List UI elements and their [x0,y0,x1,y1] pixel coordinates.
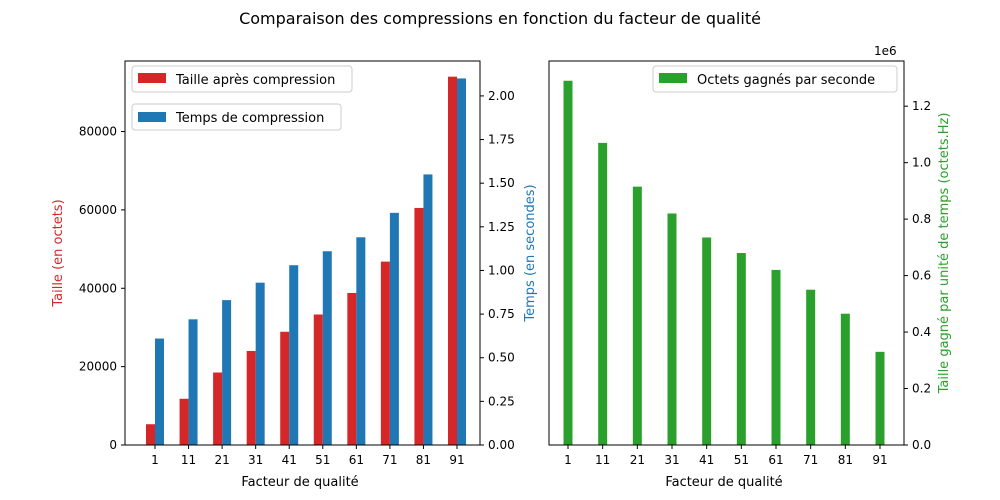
bar-size-31 [246,350,256,445]
bar-time-71 [389,212,399,445]
c2-legend: Octets gagnés par seconde [652,65,898,93]
bar-gain-31 [667,213,677,445]
c1-legend-time: Temps de compression [131,103,342,131]
c2-legend-label: Octets gagnés par seconde [697,73,875,88]
c2-xtick-label: 71 [803,453,818,467]
c2-ytick-right-label: 0.0 [912,438,931,452]
c1-ylabel-left: Taille (en octets) [51,199,66,307]
c2-xtick-label: 41 [699,453,714,467]
bar-time-81 [423,174,433,446]
c1-ytick-right-label: 0.00 [488,438,515,452]
c1-legend-time-swatch [138,112,166,122]
bar-size-51 [313,314,323,445]
c2-ylabel-right: Taille gagné par unité de temps (octets.… [937,113,952,395]
c2-ticks: 1 11 21 31 41 51 61 71 81 910.00.20.40.60.81.01.2 [564,99,931,467]
bar-size-11 [179,398,189,445]
bar-gain-71 [806,289,816,445]
bar-time-91 [457,78,466,446]
c1-xtick-label: 61 [349,453,364,467]
bar-size-41 [280,331,290,445]
c2-xtick-label: 1 [564,453,572,467]
bar-gain-91 [875,351,885,445]
bar-size-81 [414,207,424,445]
c1-legend-time-box [131,103,342,131]
bar-time-41 [289,265,299,445]
c1-ytick-right-label: 1.25 [488,220,515,234]
c2-xlabel: Facteur de qualité [665,475,782,490]
c1-ylabel-right: Temps (en secondes) [523,184,538,322]
c1-ytick-right-label: 1.50 [488,176,515,190]
bar-size-91 [448,76,457,446]
c1-xtick-label: 11 [181,453,196,467]
c2-legend-box [652,65,898,93]
c2-xtick-label: 11 [595,453,610,467]
bar-time-51 [322,251,332,445]
c1-frame [124,60,481,446]
bar-time-11 [188,319,198,445]
chart-bytes-per-second: 1 11 21 31 41 51 61 71 81 910.00.20.40.60.81.01.2… [548,44,952,490]
c2-xtick-label: 31 [664,453,679,467]
chart-size-time: 1 11 21 31 41 51 61 71 81 91020000400006000080000… [51,60,538,490]
c2-xtick-label: 51 [734,453,749,467]
c1-xtick-label: 91 [449,453,464,467]
c1-legend-size: Taille après compression [131,65,353,93]
bar-time-61 [356,237,366,445]
c1-xtick-label: 51 [315,453,330,467]
bar-gain-51 [736,253,746,445]
c1-ticks: 1 11 21 31 41 51 61 71 81 91020000400006000080000… [79,89,515,467]
figure-title: Comparaison des compressions en fonction… [239,9,761,28]
c1-xtick-label: 71 [382,453,397,467]
c1-xtick-label: 81 [416,453,431,467]
c2-frame [548,60,905,446]
bar-gain-41 [702,237,712,445]
c1-ytick-left-label: 20000 [79,360,117,374]
bar-time-31 [255,282,265,445]
bar-size-1 [146,424,155,445]
c2-ytick-right-label: 1.2 [912,99,931,113]
c2-ytick-right-label: 0.2 [912,382,931,396]
c1-bars [146,76,466,446]
bar-gain-21 [632,186,642,445]
c1-xtick-label: 41 [282,453,297,467]
c2-xtick-label: 61 [768,453,783,467]
bar-time-21 [222,300,232,445]
bar-gain-81 [840,313,850,445]
c1-ytick-right-label: 0.25 [488,394,515,408]
c1-ytick-right-label: 0.50 [488,351,515,365]
c2-offset-text: 1e6 [874,44,897,58]
bar-size-71 [380,261,390,445]
c1-xtick-label: 31 [248,453,263,467]
bar-size-21 [213,372,223,445]
bar-gain-61 [771,269,781,445]
c2-ytick-right-label: 0.4 [912,325,931,339]
c1-ytick-left-label: 60000 [79,203,117,217]
c1-legend-size-swatch [138,73,166,83]
c2-ytick-right-label: 0.8 [912,212,931,226]
c1-xlabel: Facteur de qualité [241,475,358,490]
c1-ytick-right-label: 0.75 [488,307,515,321]
c2-legend-swatch [659,73,687,83]
c1-legend-size-label: Taille après compression [175,73,335,88]
c1-legend-size-box [131,65,353,93]
bar-size-61 [347,292,357,445]
c1-ytick-right-label: 1.75 [488,133,515,147]
c1-ytick-right-label: 2.00 [488,89,515,103]
c1-xtick-label: 21 [214,453,229,467]
c2-ytick-right-label: 1.0 [912,156,931,170]
bar-time-1 [155,338,164,445]
c1-ytick-left-label: 40000 [79,281,117,295]
c2-xtick-label: 81 [838,453,853,467]
bar-gain-1 [563,80,573,445]
c1-xtick-label: 1 [151,453,159,467]
c1-ytick-left-label: 80000 [79,125,117,139]
c2-xtick-label: 91 [872,453,887,467]
c2-xtick-label: 21 [630,453,645,467]
c1-ytick-left-label: 0 [109,438,117,452]
c1-legend-time-label: Temps de compression [175,111,324,126]
c1-ytick-right-label: 1.00 [488,263,515,277]
bar-gain-11 [598,142,608,445]
c2-bars [563,80,885,445]
c2-ytick-right-label: 0.6 [912,269,931,283]
